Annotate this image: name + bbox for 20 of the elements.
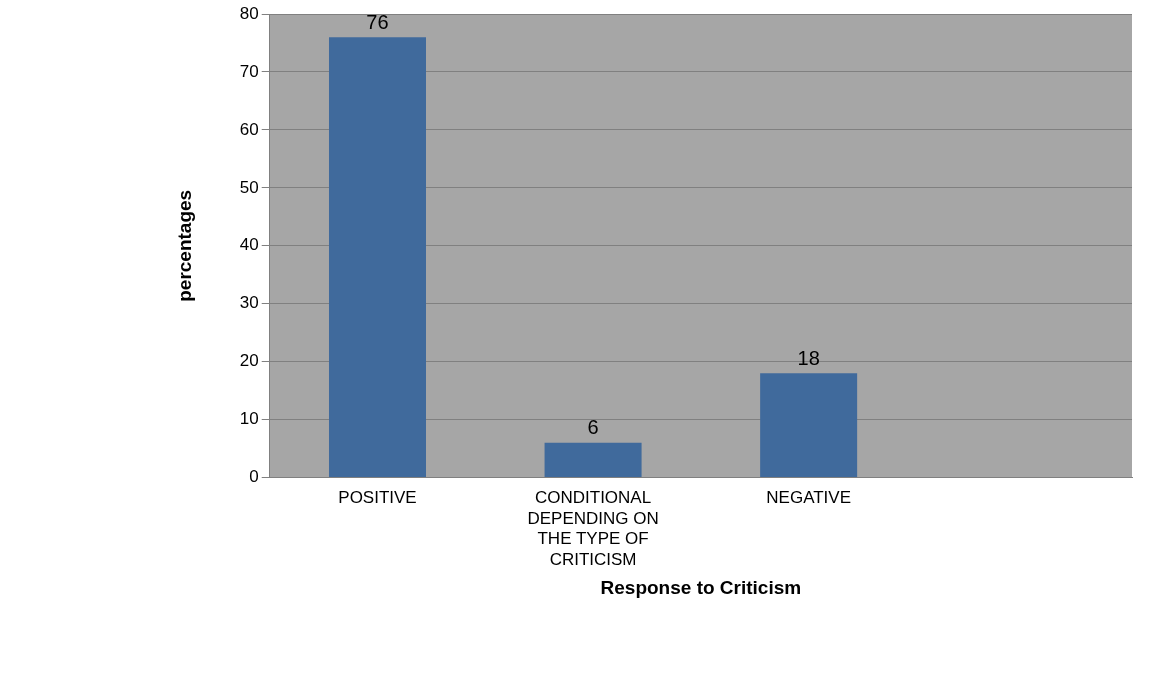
bar	[760, 373, 858, 478]
y-tick-label: 20	[239, 351, 259, 371]
bar	[544, 442, 642, 478]
y-tick-label: 80	[239, 3, 259, 23]
y-axis-title: percentages	[173, 189, 195, 302]
x-tick-label: CONDITIONAL DEPENDING ON THE TYPE OF CRITICISM	[527, 488, 659, 569]
bar	[328, 37, 426, 478]
data-label: 76	[366, 10, 389, 33]
x-tick-label: NEGATIVE	[766, 488, 851, 508]
x-tick-label: POSITIVE	[338, 488, 417, 508]
data-label: 18	[797, 346, 820, 369]
y-tick-label: 60	[239, 119, 259, 139]
y-tick-label: 0	[249, 467, 259, 487]
y-tick-label: 10	[239, 409, 259, 429]
y-tick-label: 40	[239, 235, 259, 255]
y-tick-label: 70	[239, 61, 259, 81]
x-axis-title: Response to Criticism	[600, 576, 802, 598]
y-tick-label: 50	[239, 177, 259, 197]
y-tick-label: 30	[239, 293, 259, 313]
data-label: 6	[587, 416, 599, 439]
